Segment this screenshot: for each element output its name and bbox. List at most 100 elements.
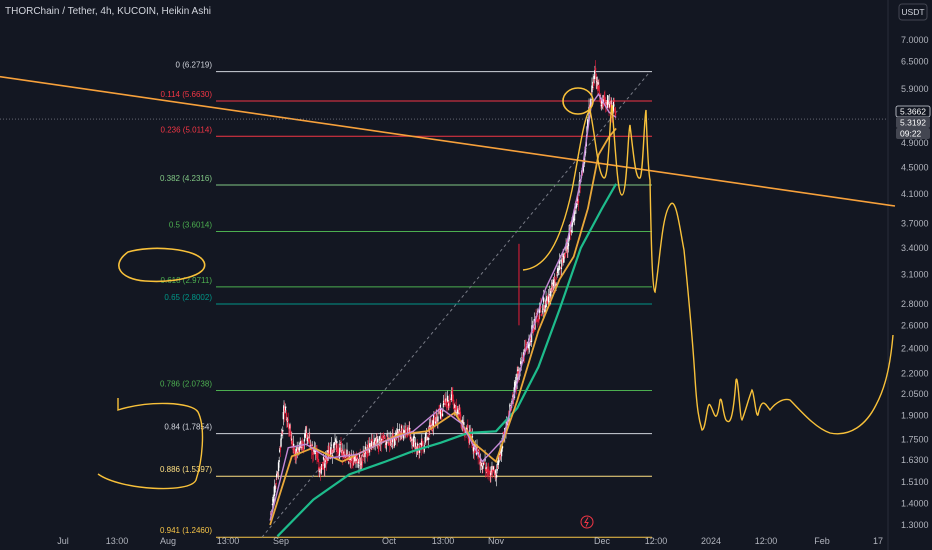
candle [411,437,413,449]
price-badge: 09:22 [896,128,930,139]
trendline[interactable] [0,75,896,207]
candle [487,463,489,480]
time-tick-label: Aug [160,536,176,546]
candle [275,478,277,489]
bracket-annotation[interactable] [97,398,204,490]
candle [604,96,607,113]
candle [595,72,597,89]
candle [427,427,429,440]
candle [468,438,470,449]
candle [497,455,500,470]
fib-level-label: 0.941 (1.2460) [160,526,212,535]
candle [449,403,451,409]
candle [488,466,490,481]
price-tick-label: 1.7500 [901,434,929,444]
candle [564,251,567,258]
candle [487,462,490,477]
candle [318,468,321,478]
candle [463,415,465,426]
time-axis[interactable]: Jul 13:00 Aug 13:00 Sep Oct 13:00 Nov Dec 12:00 20… [57,536,883,546]
candle [325,457,328,471]
candle [432,414,434,436]
moving-averages [269,92,618,538]
price-tick-label: 1.9000 [901,411,929,421]
candle [613,97,616,105]
candle [361,458,364,469]
candle [564,252,566,260]
candle [597,79,600,86]
candle [367,437,370,457]
candle [604,90,606,102]
price-tick-label: 1.6300 [901,455,929,465]
top-circle-annotation[interactable] [562,87,594,115]
candle [328,442,331,455]
candle [425,432,427,443]
candle [480,462,483,470]
candle [391,442,393,448]
time-tick-label: 17 [873,536,883,546]
candle [302,440,304,453]
candle [446,390,449,403]
candle [483,461,486,465]
candle [437,412,439,429]
price-axis[interactable]: 7.0000 6.5000 5.9000 4.9000 4.5000 4.1000 3.70… [0,35,931,530]
candle [614,106,616,113]
candle [285,409,288,428]
candle [537,315,539,328]
candle [577,196,579,205]
lightning-icon-bolt [584,517,589,527]
projection-path[interactable] [522,104,894,435]
candle [272,494,274,508]
candle [317,452,319,463]
candle [443,400,445,404]
currency-button[interactable]: USDT [898,3,928,21]
chart-title: THORChain / Tether, 4h, KUCOIN, Heikin A… [5,6,211,17]
circle-annotation[interactable] [118,247,206,283]
candle [294,455,297,463]
fib-level-label: 0.5 (3.6014) [169,220,212,229]
candle [524,340,526,353]
candle [334,437,337,443]
candle [542,304,544,317]
candle [273,495,275,505]
candle [284,403,286,414]
time-tick-label: Oct [382,536,397,546]
candle [410,432,412,443]
candle [538,313,540,326]
fib-retracement[interactable]: 0 (6.2719) 0.114 (5.6630) 0.236 (5.0114) 0.… [160,61,652,538]
candle [445,397,448,411]
candle [419,442,422,445]
candle [413,433,416,443]
candle [354,455,356,463]
price-tick-label: 2.6000 [901,320,929,330]
candle [385,439,388,452]
ma-short-line [269,92,617,521]
svg-text:09:22: 09:22 [900,129,922,139]
candle [335,440,337,457]
user-drawings[interactable] [0,75,896,490]
fib-level-label: 0.886 (1.5397) [160,465,212,474]
candle [307,434,310,443]
candle [403,425,405,440]
candle [355,451,358,463]
candle [439,404,441,419]
candle [316,444,318,465]
candle [530,333,533,347]
candle [444,401,447,407]
fib-level-label: 0.786 (2.0738) [160,379,212,388]
candle [553,273,555,289]
fib-level-label: 0.65 (2.8002) [164,293,212,302]
price-tick-label: 6.5000 [901,56,929,66]
candle [560,260,563,277]
price-tick-label: 3.4000 [901,243,929,253]
lightning-icon[interactable] [580,515,594,529]
candle [310,444,313,460]
candle [322,461,324,470]
candle [405,424,407,434]
candle [384,436,387,448]
candle [288,422,290,437]
ma-mid-line [269,127,617,526]
candle [277,460,280,480]
candle [308,428,310,439]
